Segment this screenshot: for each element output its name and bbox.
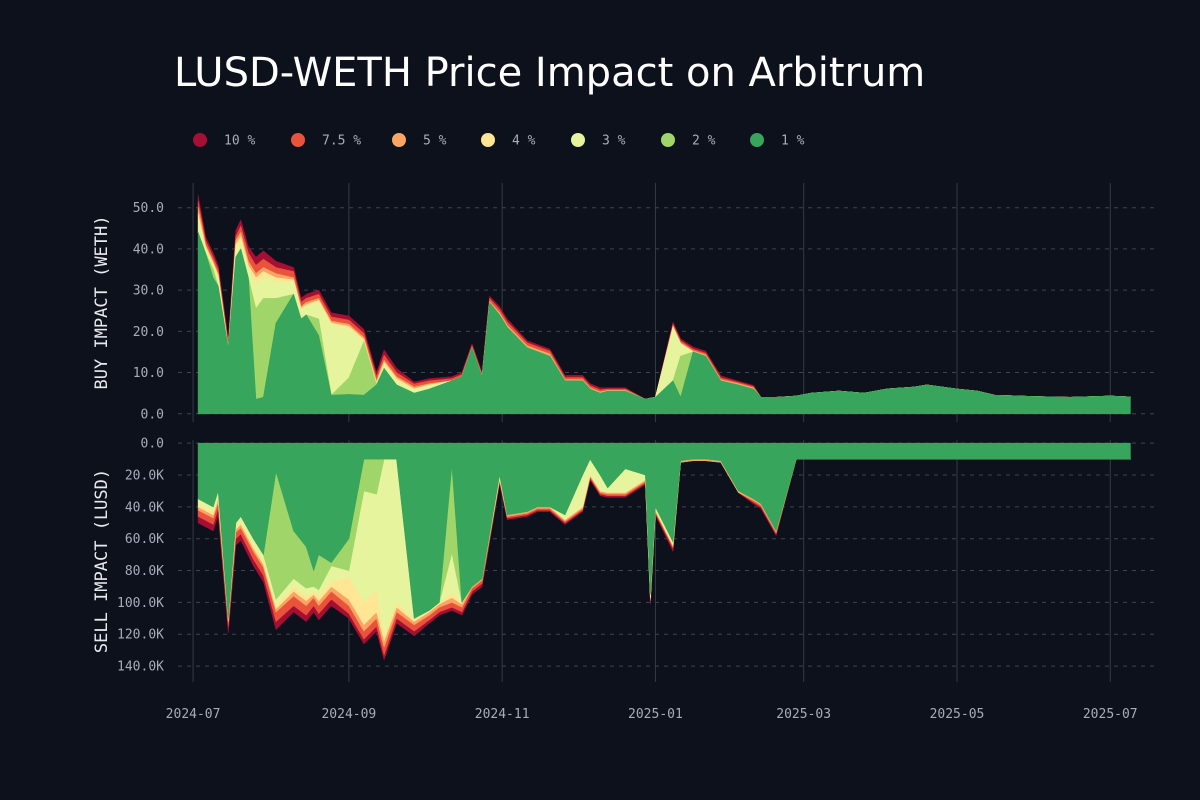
x-tick-label: 2024-07 xyxy=(166,707,221,722)
legend-item-7-5[interactable]: 7.5 % xyxy=(291,133,361,149)
legend-item-4[interactable]: 4 % xyxy=(481,133,536,149)
y-tick-label: 140.0K xyxy=(117,660,164,675)
legend-swatch xyxy=(481,133,495,147)
y-tick-label: 60.0K xyxy=(125,532,164,547)
y-tick-label: 10.0 xyxy=(133,366,164,381)
y-tick-label: 80.0K xyxy=(125,564,164,579)
x-tick-label: 2025-01 xyxy=(628,707,683,722)
legend-label: 5 % xyxy=(423,134,447,149)
y-tick-label: 100.0K xyxy=(117,596,164,611)
y-tick-label: 0.0 xyxy=(141,437,164,452)
y-tick-label: 30.0 xyxy=(133,284,164,299)
legend-item-5[interactable]: 5 % xyxy=(392,133,447,149)
x-tick-label: 2024-11 xyxy=(475,707,530,722)
y-tick-label: 120.0K xyxy=(117,628,164,643)
legend-item-1[interactable]: 1 % xyxy=(750,133,805,149)
legend-item-10[interactable]: 10 % xyxy=(193,133,255,149)
chart-title: LUSD-WETH Price Impact on Arbitrum xyxy=(174,50,925,96)
sell-y-axis-title: SELL IMPACT (LUSD) xyxy=(92,469,112,653)
x-axis: 2024-07 2024-09 2024-11 2025-01 2025-03 2025-… xyxy=(166,707,1138,722)
buy-impact-panel: 0.0 10.0 20.0 30.0 40.0 50.0 BUY IMPACT (WETH) xyxy=(92,183,1158,422)
x-tick-label: 2025-07 xyxy=(1083,707,1138,722)
y-tick-label: 20.0K xyxy=(125,469,164,484)
legend-swatch xyxy=(291,133,305,147)
legend-label: 2 % xyxy=(692,134,716,149)
legend-item-3[interactable]: 3 % xyxy=(571,133,626,149)
legend: 10 % 7.5 % 5 % 4 % 3 % 2 % 1 % xyxy=(193,133,805,149)
buy-y-axis-title: BUY IMPACT (WETH) xyxy=(92,216,112,390)
x-tick-label: 2025-03 xyxy=(776,707,831,722)
legend-swatch xyxy=(661,133,675,147)
x-tick-label: 2025-05 xyxy=(930,707,985,722)
legend-swatch xyxy=(750,133,764,147)
legend-swatch xyxy=(392,133,406,147)
legend-label: 10 % xyxy=(224,134,255,149)
y-tick-label: 20.0 xyxy=(133,325,164,340)
x-tick-label: 2024-09 xyxy=(321,707,376,722)
legend-swatch xyxy=(571,133,585,147)
y-tick-label: 50.0 xyxy=(133,201,164,216)
sell-impact-panel: 0.0 20.0K 40.0K 60.0K 80.0K 100.0K 120.0K 140.0… xyxy=(92,437,1158,682)
y-tick-label: 40.0K xyxy=(125,500,164,515)
legend-label: 3 % xyxy=(602,134,626,149)
y-tick-label: 0.0 xyxy=(141,407,164,422)
legend-label: 1 % xyxy=(781,134,805,149)
sell-area-1 xyxy=(197,442,1131,619)
legend-item-2[interactable]: 2 % xyxy=(661,133,716,149)
y-tick-label: 40.0 xyxy=(133,242,164,257)
legend-label: 7.5 % xyxy=(322,134,361,149)
legend-swatch xyxy=(193,133,207,147)
legend-label: 4 % xyxy=(512,134,536,149)
buy-area-1 xyxy=(197,232,1131,415)
